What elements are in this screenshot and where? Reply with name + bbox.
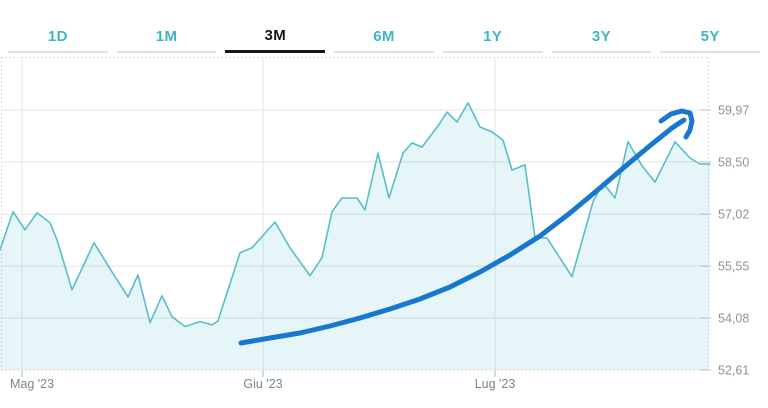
period-tabs: 1D 1M 3M 6M 1Y 3Y 5Y (0, 16, 768, 53)
x-tick-label: Giu '23 (243, 377, 282, 391)
tab-6m[interactable]: 6M (334, 16, 434, 53)
price-area-chart[interactable]: 59,97 58,50 57,02 55,55 54,08 52,61 Mag '23 Giu… (0, 57, 768, 408)
tab-3y[interactable]: 3Y (551, 16, 652, 53)
tab-1y[interactable]: 1Y (442, 16, 543, 53)
x-tick-label: Mag '23 (10, 377, 54, 391)
tab-1m[interactable]: 1M (116, 16, 217, 53)
x-tick-label: Lug '23 (475, 377, 516, 391)
trend-arrow-shaft (238, 117, 687, 346)
price-area-fill (0, 102, 710, 371)
trend-arrow-head-icon (658, 108, 695, 140)
tab-1d[interactable]: 1D (8, 16, 108, 53)
y-tick-label: 59,97 (718, 104, 749, 118)
y-tick-label: 54,08 (718, 312, 749, 326)
y-tick-label: 52,61 (718, 364, 749, 378)
tab-3m[interactable]: 3M (225, 16, 326, 53)
y-tick-label: 55,55 (718, 260, 749, 274)
y-tick-label: 58,50 (718, 155, 749, 169)
tab-5y[interactable]: 5Y (660, 16, 761, 53)
price-line (0, 102, 711, 328)
y-tick-label: 57,02 (718, 208, 749, 222)
